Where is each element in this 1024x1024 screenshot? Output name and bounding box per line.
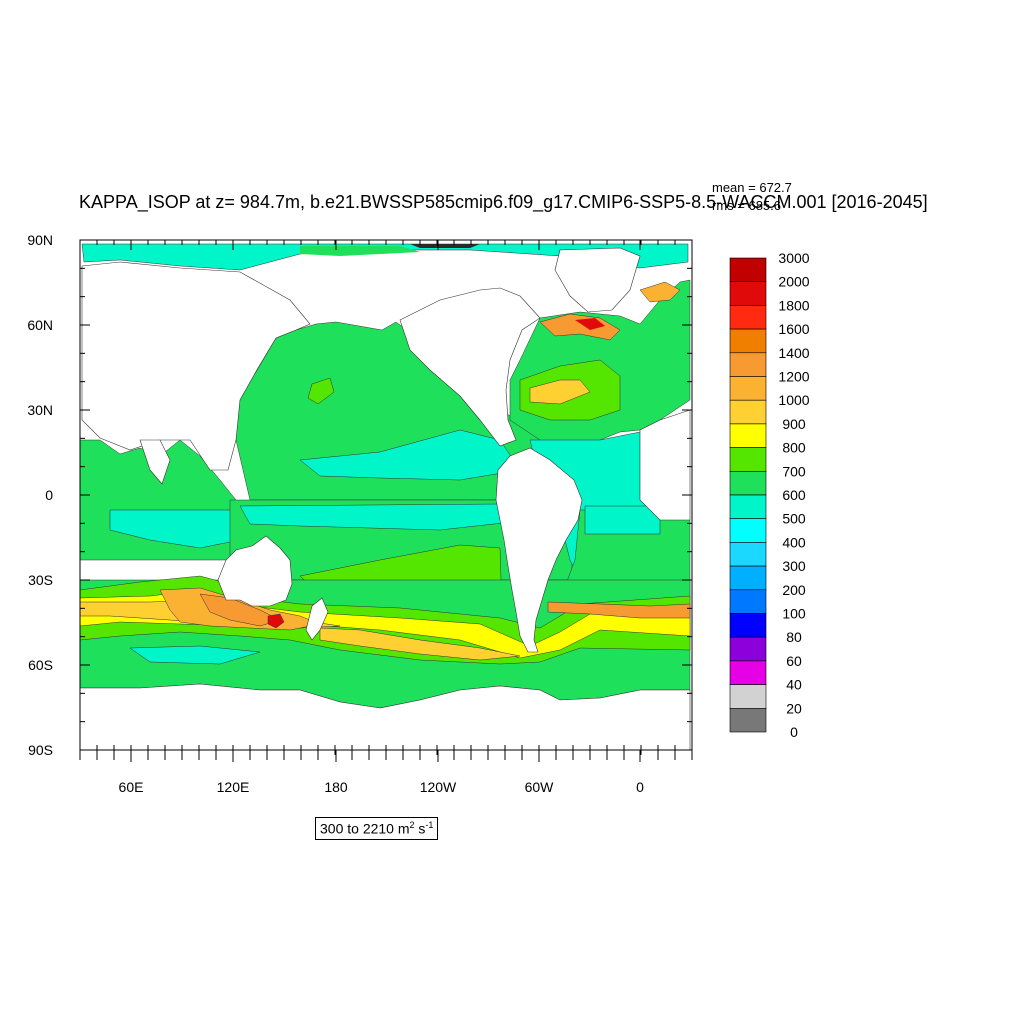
legend-label: 900 [782, 416, 806, 432]
legend-swatch [729, 518, 767, 543]
legend-swatch [729, 636, 767, 662]
arctic-dark-patch [410, 244, 480, 248]
land-india [139, 439, 171, 485]
legend-label: 500 [782, 511, 806, 527]
legend-label: 0 [790, 724, 798, 740]
legend-swatch [729, 257, 767, 283]
legend-swatch [729, 660, 767, 685]
longitude-labels: 60E 120E 180 120W 60W 0 [119, 779, 645, 795]
lat-label: 60S [28, 657, 53, 673]
map-field [80, 240, 692, 750]
legend-label: 300 [782, 558, 806, 574]
legend-swatch [729, 399, 767, 425]
plot-title: KAPPA_ISOP at z= 984.7m, b.e21.BWSSP585c… [79, 192, 928, 212]
legend-label: 1200 [778, 369, 809, 385]
legend-label: 1400 [778, 345, 809, 361]
legend-swatch [729, 684, 767, 709]
lat-label: 30S [28, 572, 53, 588]
lat-label: 90S [28, 742, 53, 758]
axis-ticks [79, 239, 693, 762]
lat-label: 0 [45, 487, 53, 503]
arctic-green-patch [300, 246, 420, 256]
legend-label: 1000 [778, 392, 809, 408]
legend-swatch [729, 707, 767, 733]
legend-label: 400 [782, 534, 806, 550]
land-eurasia [81, 261, 311, 471]
legend-swatch [729, 352, 767, 377]
legend-label: 80 [786, 629, 802, 645]
legend-label: 100 [782, 606, 806, 622]
lat-label: 30N [27, 402, 53, 418]
legend-label: 1800 [778, 297, 809, 313]
lat-label: 60N [27, 317, 53, 333]
north-atlantic-1000 [529, 379, 591, 405]
norwegian-sea-hot [639, 281, 681, 303]
labrador-hotspot [539, 313, 621, 341]
range-sup1: 2 [409, 820, 415, 830]
labrador-core [575, 318, 605, 330]
land-greenland [554, 247, 641, 313]
mean-stat: mean = 672.7 [712, 180, 792, 195]
land-south-america [495, 447, 583, 653]
legend-label: 200 [782, 582, 806, 598]
south-pacific-front [319, 627, 521, 661]
legend-label: 800 [782, 440, 806, 456]
legend-swatch [729, 305, 767, 330]
legend-swatch [729, 613, 767, 638]
indian-cyan-south [129, 645, 261, 665]
lon-label: 60W [525, 779, 555, 795]
lon-label: 120E [217, 779, 250, 795]
color-legend: 3000200018001600140012001000900800700600… [729, 250, 810, 740]
lon-label: 180 [324, 779, 348, 795]
land-australia [217, 535, 293, 607]
legend-label: 3000 [778, 250, 809, 266]
rms-stat: rms = 685.6 [712, 198, 782, 213]
pacific-700-patch [307, 377, 335, 405]
range-mid: s [414, 820, 426, 837]
legend-label: 700 [782, 463, 806, 479]
south-atlantic-cyan [584, 505, 661, 535]
lon-label: 60E [119, 779, 144, 795]
lat-label: 90N [27, 232, 53, 248]
range-text: 300 to 2210 m [320, 820, 410, 837]
tasmania-hotspot [267, 613, 285, 629]
land-antarctica [80, 683, 691, 750]
lon-label: 0 [636, 779, 644, 795]
legend-swatch [729, 281, 767, 306]
legend-label: 2000 [778, 274, 809, 290]
latitude-labels: 90N 60N 30N 0 30S 60S 90S [27, 232, 53, 758]
range-sup2: -1 [425, 820, 434, 830]
legend-swatch [729, 589, 767, 614]
land-africa [639, 409, 691, 521]
range-box: 300 to 2210 m2 s-1 [315, 817, 439, 840]
legend-label: 600 [782, 487, 806, 503]
legend-swatch [729, 376, 767, 401]
legend-label: 20 [786, 700, 802, 716]
legend-swatch [729, 470, 767, 496]
legend-swatch [729, 447, 767, 472]
lon-label: 120W [420, 779, 457, 795]
legend-swatch [729, 565, 767, 591]
legend-swatch [729, 328, 767, 354]
legend-swatch [729, 494, 767, 520]
legend-label: 60 [786, 653, 802, 669]
land-north-america [399, 287, 541, 447]
legend-swatch [729, 423, 767, 448]
land-new-zealand [305, 597, 329, 641]
legend-swatch [729, 542, 767, 567]
south-atlantic-front [547, 601, 691, 619]
legend-label: 40 [786, 677, 802, 693]
legend-label: 1600 [778, 321, 809, 337]
